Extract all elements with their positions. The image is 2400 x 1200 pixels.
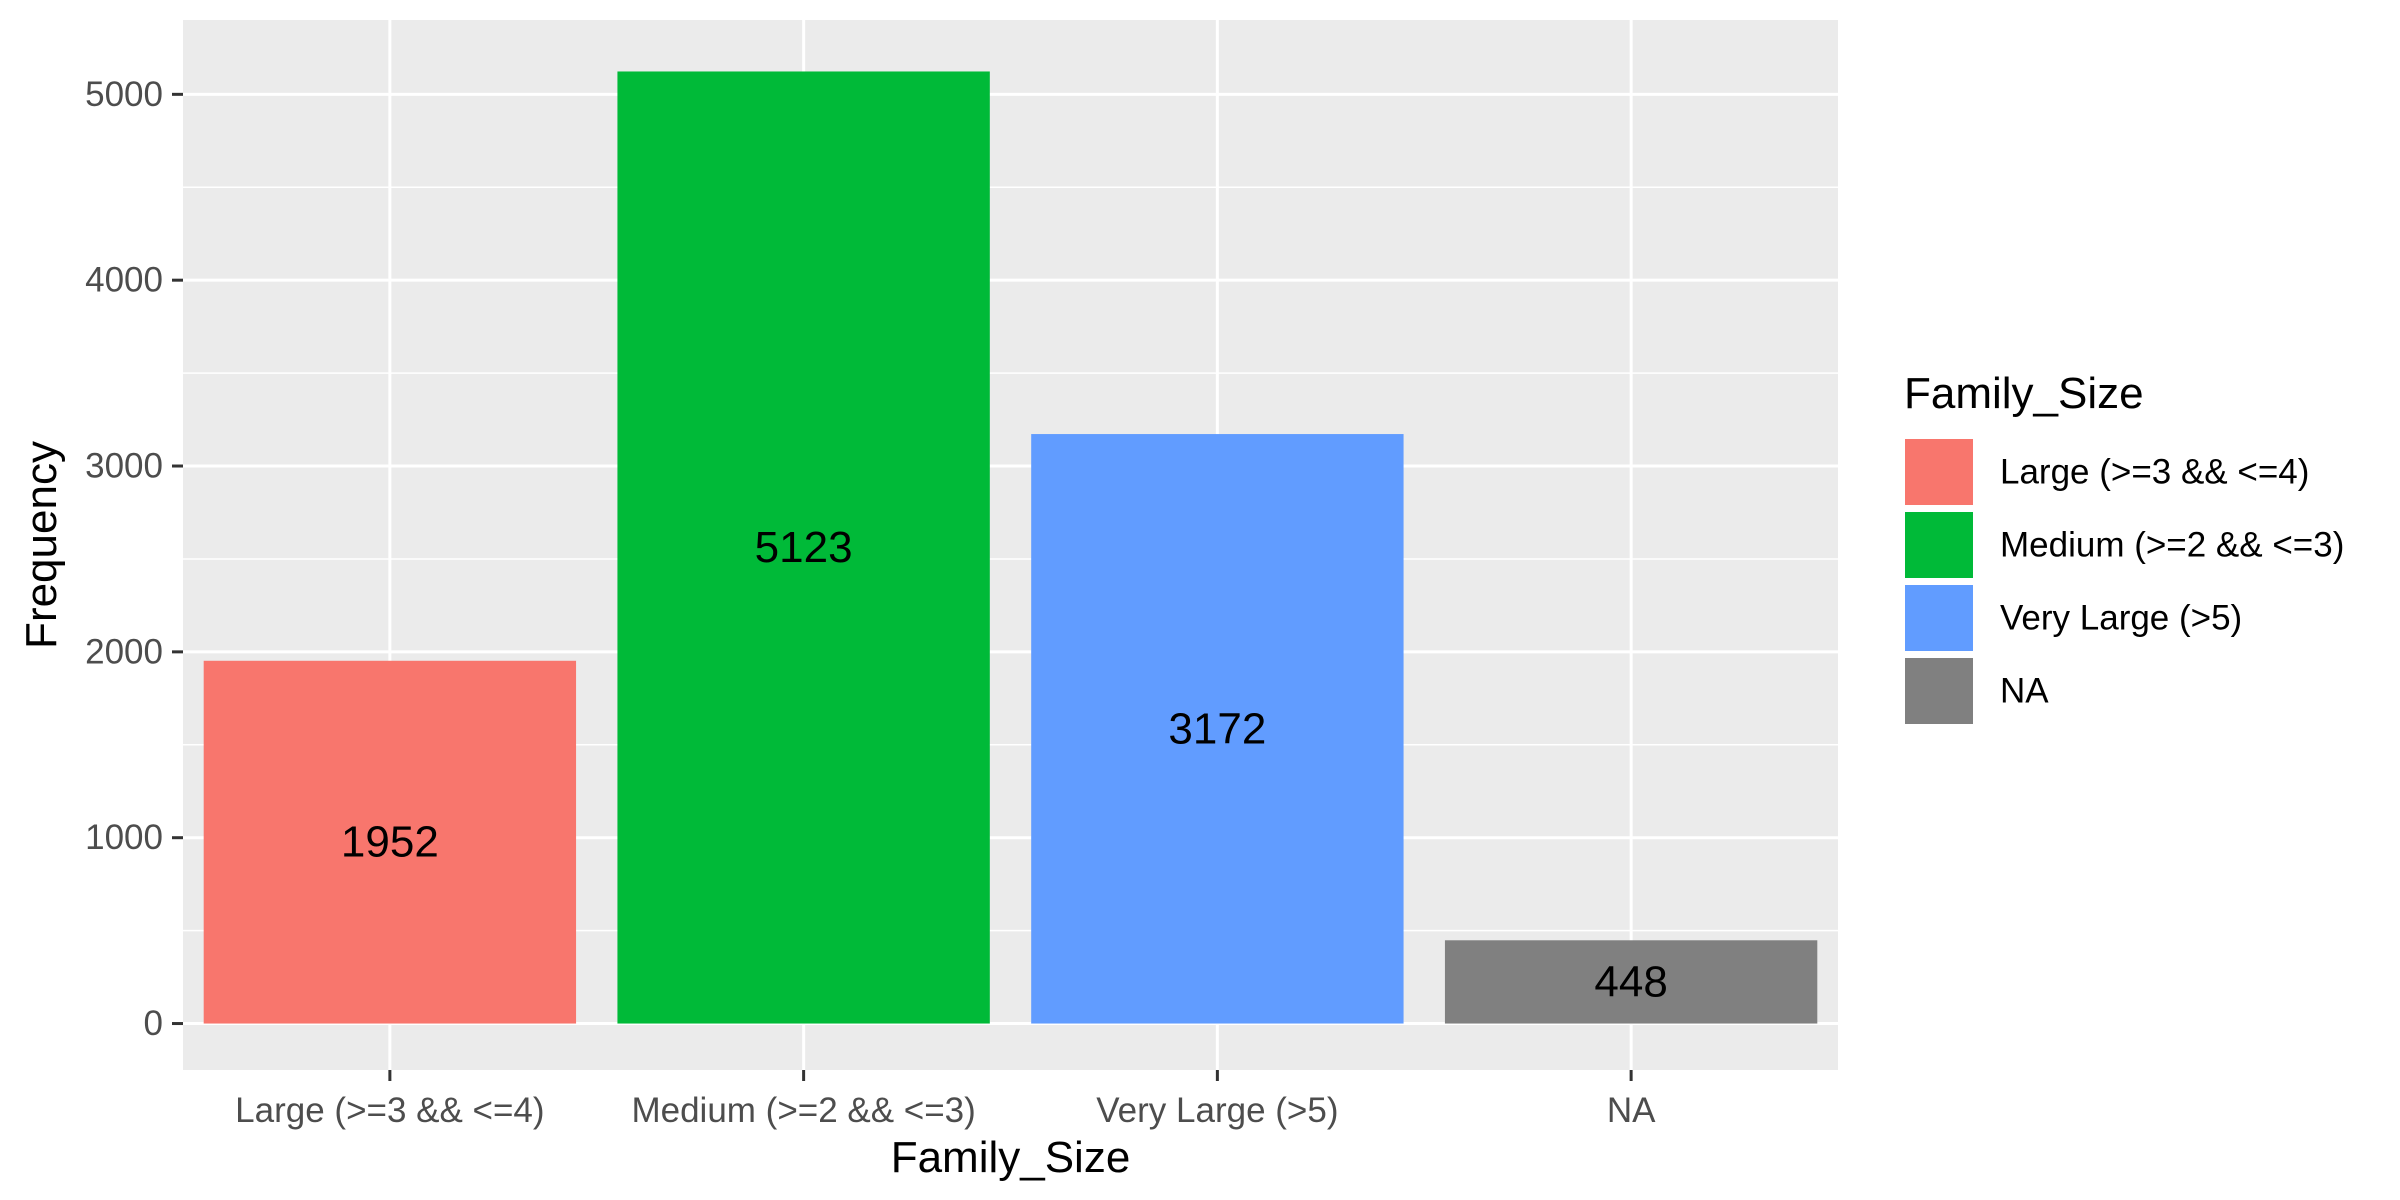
- bar: [1444, 940, 1818, 1024]
- y-axis: 0 1000 2000 3000 4000 5000: [85, 75, 183, 1043]
- legend-label: Medium (>=2 && <=3): [2000, 526, 2344, 565]
- y-tick-label: 4000: [85, 261, 163, 300]
- legend-key: [1903, 656, 1975, 726]
- legend-label: NA: [2000, 672, 2049, 711]
- bar: [203, 660, 577, 1024]
- x-tick-label: Large (>=3 && <=4): [235, 1091, 544, 1130]
- y-tick-label: 5000: [85, 75, 163, 114]
- y-tick-label: 2000: [85, 632, 163, 671]
- y-tick-label: 0: [144, 1004, 163, 1043]
- x-axis-title: Family_Size: [891, 1133, 1131, 1182]
- bar-value-labels: 1952 5123 3172 448: [341, 523, 1668, 1006]
- x-tick-label: Very Large (>5): [1096, 1091, 1338, 1130]
- x-tick-label: NA: [1607, 1091, 1656, 1130]
- y-tick-label: 3000: [85, 447, 163, 486]
- legend: Family_Size Large (>=3 && <=4) Medium (>=…: [1903, 369, 2344, 726]
- bar: [1031, 434, 1404, 1024]
- bars: [203, 71, 1818, 1024]
- legend-label: Large (>=3 && <=4): [2000, 453, 2309, 492]
- legend-key: [1903, 510, 1975, 580]
- bar-value-label: 448: [1594, 957, 1667, 1006]
- bar-value-label: 1952: [341, 818, 439, 867]
- x-axis: Large (>=3 && <=4) Medium (>=2 && <=3) Ver…: [235, 1070, 1656, 1130]
- bar-value-label: 3172: [1168, 704, 1266, 753]
- legend-label: Very Large (>5): [2000, 599, 2242, 638]
- x-tick-label: Medium (>=2 && <=3): [631, 1091, 975, 1130]
- bar-value-label: 5123: [755, 523, 853, 572]
- bar: [617, 71, 990, 1024]
- legend-title: Family_Size: [1904, 369, 2144, 418]
- y-axis-title: Frequency: [17, 441, 66, 649]
- legend-key: [1903, 583, 1975, 653]
- y-tick-label: 1000: [85, 818, 163, 857]
- legend-key: [1903, 437, 1975, 507]
